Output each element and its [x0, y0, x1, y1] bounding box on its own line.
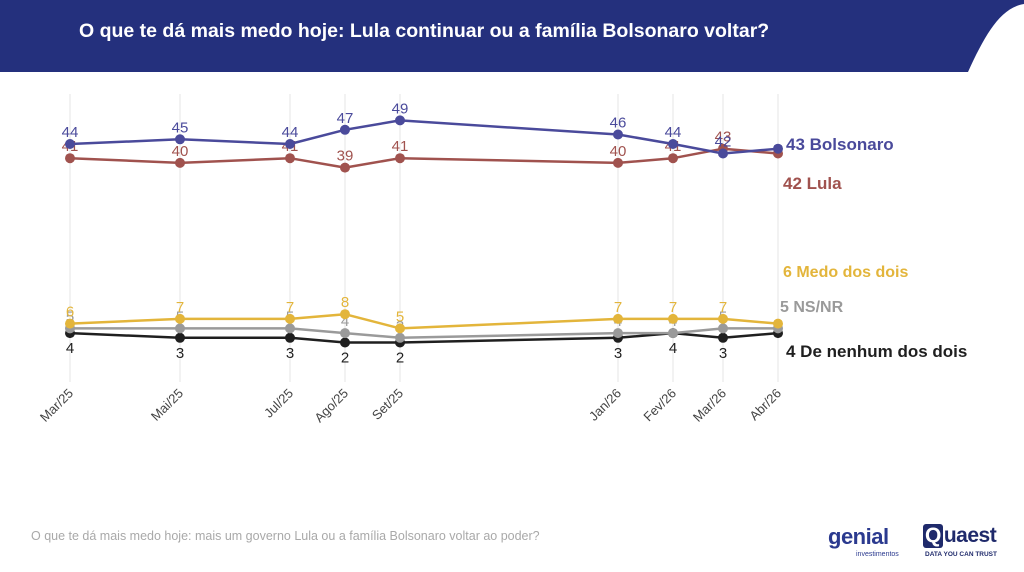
data-label: 44 — [282, 124, 299, 141]
series-end-label: 43 Bolsonaro — [786, 135, 894, 154]
data-point — [668, 328, 678, 339]
data-point — [668, 153, 678, 164]
data-point — [285, 153, 295, 164]
data-label: 6 — [66, 304, 74, 321]
data-point — [65, 139, 75, 149]
data-point — [395, 332, 405, 343]
data-point — [718, 332, 728, 343]
data-point — [395, 323, 405, 334]
data-point — [340, 162, 350, 173]
data-label: 44 — [62, 124, 79, 141]
data-label: 40 — [610, 143, 627, 160]
data-label: 2 — [341, 350, 349, 367]
data-label: 7 — [614, 299, 622, 316]
data-point — [613, 157, 623, 168]
data-point — [668, 313, 678, 324]
data-label: 4 — [669, 340, 677, 357]
x-tick-label: Mar/25 — [37, 386, 76, 425]
x-tick-label: Jan/26 — [586, 386, 624, 424]
data-point — [175, 313, 185, 324]
x-tick-label: Jul/25 — [261, 386, 296, 421]
series-end-label: 6 Medo dos dois — [783, 264, 908, 281]
data-point — [718, 313, 728, 324]
data-point — [285, 323, 295, 334]
data-label: 7 — [286, 299, 294, 316]
data-label: 3 — [614, 345, 622, 362]
data-point — [285, 139, 295, 149]
data-point — [340, 337, 350, 348]
data-label: 2 — [396, 350, 404, 367]
quaest-logo-mark: Q — [923, 524, 943, 548]
data-point — [175, 323, 185, 334]
data-label: 46 — [610, 115, 627, 132]
data-point — [718, 148, 728, 159]
series-end-label: 4 De nenhum dos dois — [786, 342, 967, 361]
data-point — [175, 157, 185, 168]
data-label: 5 — [396, 308, 404, 325]
x-tick-label: Abr/26 — [746, 386, 784, 424]
data-label: 8 — [341, 294, 349, 311]
data-point — [340, 309, 350, 320]
data-label: 39 — [337, 148, 354, 165]
data-label: 42 — [715, 134, 732, 151]
header-banner: O que te dá mais medo hoje: Lula continu… — [0, 0, 1024, 72]
data-label: 40 — [172, 143, 189, 160]
data-label: 4 — [341, 313, 349, 330]
data-label: 5 — [66, 308, 74, 325]
x-tick-label: Set/25 — [369, 386, 406, 423]
data-point — [285, 313, 295, 324]
data-label: 41 — [392, 138, 409, 155]
line-chart: Mar/25 Mai/25 Jul/25 Ago/25 Set/25 Jan/26 Fev/… — [37, 94, 967, 426]
genial-logo-subtitle: investimentos — [856, 551, 899, 558]
data-point — [175, 332, 185, 343]
data-label: 3 — [176, 345, 184, 362]
data-point — [395, 153, 405, 164]
data-point — [285, 332, 295, 343]
series-end-label: 42 Lula — [783, 174, 842, 193]
data-label: 44 — [665, 124, 682, 141]
data-label: 49 — [392, 100, 409, 117]
header-background — [0, 0, 1024, 72]
data-point — [340, 328, 350, 339]
data-point — [65, 153, 75, 164]
data-point — [65, 318, 75, 329]
data-point — [395, 115, 405, 126]
question-footnote: O que te dá mais medo hoje: mais um gove… — [31, 529, 540, 543]
series-end-label: 5 NS/NR — [780, 299, 844, 316]
x-tick-label: Ago/25 — [311, 386, 351, 426]
data-label: 7 — [669, 299, 677, 316]
data-point — [613, 313, 623, 324]
data-point — [668, 139, 678, 149]
data-label: 7 — [719, 299, 727, 316]
data-label: 43 — [715, 129, 732, 146]
data-point — [718, 323, 728, 334]
chart-title: O que te dá mais medo hoje: Lula continu… — [79, 20, 770, 42]
data-label: 7 — [176, 299, 184, 316]
data-label: 47 — [337, 110, 354, 127]
data-label: 3 — [719, 345, 727, 362]
quaest-logo-text: uaest — [943, 524, 997, 547]
data-point — [773, 143, 783, 154]
data-point — [175, 134, 185, 145]
data-point — [613, 328, 623, 339]
x-tick-label: Mai/25 — [148, 386, 186, 424]
quaest-tagline: DATA YOU CAN TRUST — [925, 551, 997, 558]
x-tick-label: Mar/26 — [690, 386, 729, 425]
data-point — [340, 124, 350, 135]
data-label: 4 — [66, 340, 74, 357]
data-label: 3 — [286, 345, 294, 362]
data-label: 45 — [172, 119, 189, 136]
data-point — [773, 318, 783, 329]
data-point — [613, 129, 623, 140]
genial-logo: genial — [828, 524, 889, 549]
x-tick-label: Fev/26 — [640, 386, 679, 425]
